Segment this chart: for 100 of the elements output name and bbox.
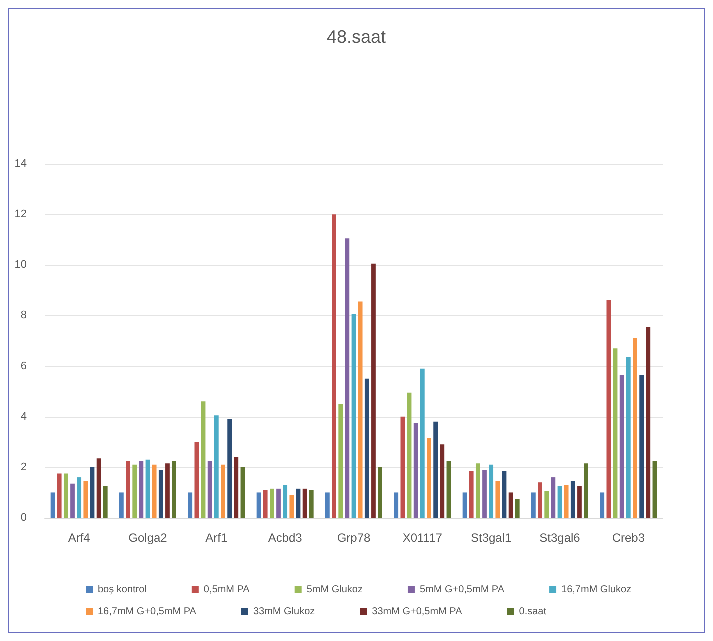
- bar: [640, 375, 644, 518]
- bar: [502, 471, 507, 518]
- bar: [309, 490, 314, 518]
- bar: [194, 442, 200, 518]
- y-tick-label: 4: [20, 410, 27, 423]
- y-tick-label: 8: [20, 310, 27, 322]
- bar: [283, 485, 288, 518]
- bar: [188, 492, 193, 518]
- bar: [70, 484, 75, 518]
- bar: [570, 481, 576, 518]
- bar: [462, 492, 468, 518]
- bar: [515, 499, 520, 518]
- x-tick-label: St3gal1: [470, 531, 512, 545]
- bar: [626, 357, 631, 518]
- bar: [64, 474, 68, 518]
- x-tick-label: Arf4: [68, 531, 91, 545]
- bar: [152, 464, 157, 518]
- bar: [407, 392, 412, 518]
- bar: [578, 486, 582, 518]
- bar: [476, 464, 480, 518]
- bar: [345, 238, 350, 518]
- bar: [613, 348, 618, 518]
- bar: [633, 338, 638, 518]
- x-tick-label: St3gal6: [540, 531, 581, 545]
- bar: [620, 375, 624, 518]
- bar: [139, 461, 144, 518]
- bar: [489, 464, 494, 518]
- bar: [482, 470, 487, 518]
- bar: [77, 478, 82, 518]
- bar: [606, 300, 612, 518]
- legend-label: 33mM G+0,5mM PA: [372, 606, 463, 618]
- y-tick-label: 14: [14, 158, 27, 170]
- legend-label: 5mM Glukoz: [306, 584, 363, 596]
- bar: [352, 314, 356, 518]
- bar: [302, 488, 308, 518]
- bar: [201, 402, 206, 518]
- bar: [646, 327, 651, 518]
- bar: [172, 461, 176, 518]
- x-tick-label: Creb3: [612, 531, 646, 545]
- bar: [90, 467, 95, 518]
- bar: [427, 438, 432, 518]
- bar: [440, 444, 445, 518]
- bar: [600, 492, 605, 518]
- bar: [338, 404, 344, 518]
- legend-label: 33mM Glukoz: [253, 606, 316, 618]
- chart-title: 48.saat: [326, 27, 386, 47]
- legend-label: boş kontrol: [98, 584, 147, 596]
- legend-label: 0.saat: [519, 606, 547, 618]
- bar: [469, 471, 474, 518]
- bar: [551, 478, 556, 518]
- bar: [234, 457, 239, 518]
- bar: [558, 486, 562, 518]
- bar: [126, 461, 130, 518]
- y-tick-label: 0: [20, 512, 27, 524]
- legend-label: 16,7mM G+0,5mM PA: [98, 606, 197, 618]
- bar: [420, 368, 425, 518]
- bar: [50, 492, 56, 518]
- bar: [652, 461, 658, 518]
- x-tick-label: Golga2: [128, 531, 168, 545]
- bar: [446, 461, 452, 518]
- bar: [208, 461, 212, 518]
- bar: [221, 464, 226, 518]
- y-tick-label: 6: [20, 360, 27, 372]
- y-tick-label: 12: [14, 208, 27, 221]
- bar: [57, 474, 62, 518]
- bar: [394, 492, 399, 518]
- bar: [240, 467, 246, 518]
- bar: [434, 422, 438, 518]
- bar: [564, 485, 569, 518]
- bar: [544, 491, 550, 518]
- bar: [146, 460, 150, 518]
- bar: [532, 492, 536, 518]
- y-tick-label: 10: [14, 259, 27, 272]
- bar: [508, 492, 514, 518]
- bar: [364, 378, 370, 518]
- bar: [400, 416, 406, 518]
- legend-label: 16,7mM Glukoz: [562, 584, 632, 596]
- x-tick-label: Arf1: [206, 531, 228, 545]
- bar: [358, 302, 363, 518]
- bar: [263, 490, 268, 518]
- bar: [103, 486, 108, 518]
- x-tick-label: Acbd3: [268, 531, 303, 545]
- bar: [166, 464, 170, 518]
- bar: [276, 488, 281, 518]
- bar: [296, 488, 301, 518]
- bar: [228, 419, 232, 518]
- bar: [84, 481, 88, 518]
- legend-label: 0,5mM PA: [204, 584, 250, 596]
- bar: [496, 481, 500, 518]
- bar: [120, 492, 124, 518]
- bar: [414, 423, 418, 518]
- bar: [326, 492, 330, 518]
- bar: [132, 464, 138, 518]
- bar: [538, 482, 542, 518]
- x-tick-label: Grp78: [337, 531, 371, 545]
- bar: [372, 264, 376, 518]
- bar: [290, 495, 294, 518]
- bar: [96, 458, 102, 518]
- bar: [270, 488, 274, 518]
- bar: [256, 492, 262, 518]
